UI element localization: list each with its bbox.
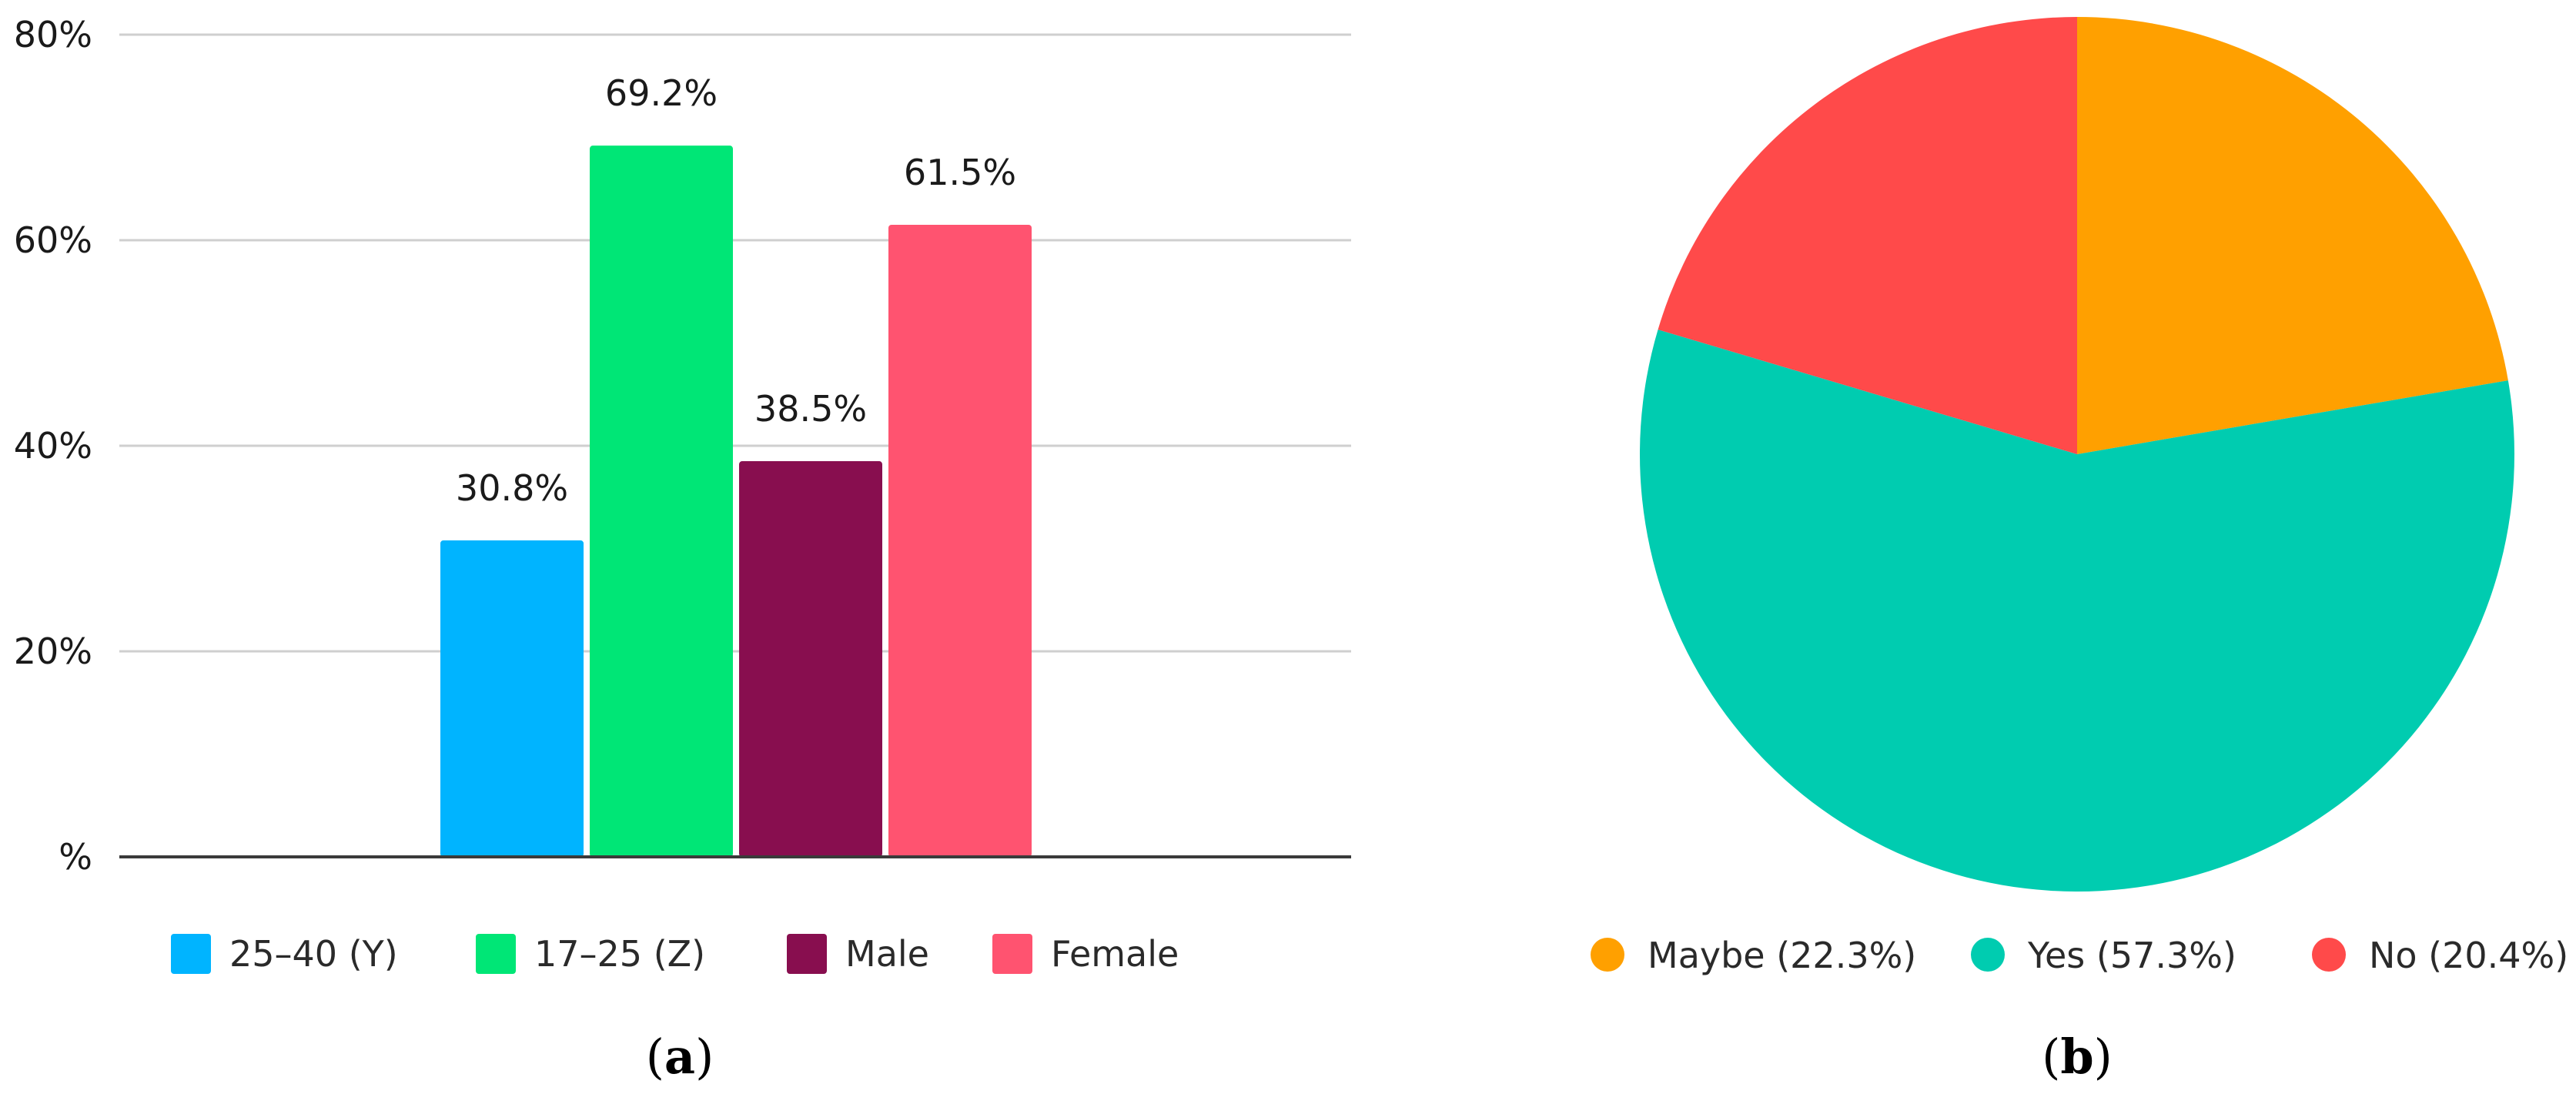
pie-slice-maybe <box>2077 17 2508 454</box>
legend-label: Yes (57.3%) <box>2027 935 2236 976</box>
legend-item-female: Female <box>992 933 1179 975</box>
legend-label: 17–25 (Z) <box>534 933 705 975</box>
legend-label: No (20.4%) <box>2369 935 2568 976</box>
y-tick-label: 20% <box>14 631 92 672</box>
data-label-male: 38.5% <box>754 388 867 430</box>
data-label-17-25-z: 69.2% <box>605 72 718 114</box>
legend-swatch <box>171 934 211 974</box>
bar-chart-data-labels: 30.8% 69.2% 38.5% 61.5% <box>456 72 1016 509</box>
legend-label: Female <box>1051 933 1179 975</box>
data-label-female: 61.5% <box>904 152 1016 193</box>
legend-item-25-40-y: 25–40 (Y) <box>171 933 398 975</box>
legend-item-no: No (20.4%) <box>2312 935 2568 976</box>
y-tick-label: 80% <box>14 14 92 55</box>
legend-marker <box>2312 938 2346 972</box>
legend-item-yes: Yes (57.3%) <box>1971 935 2236 976</box>
pie-chart-slices <box>1640 17 2514 892</box>
bar-17-25-z <box>590 146 733 857</box>
pie-slice-no <box>1658 17 2077 454</box>
pie-chart: Maybe (22.3%) Yes (57.3%) No (20.4%) (b) <box>1591 17 2568 1085</box>
bar-chart-bars <box>440 146 1032 858</box>
legend-label: 25–40 (Y) <box>229 933 398 975</box>
pie-slice-yes <box>1640 330 2514 892</box>
legend-item-male: Male <box>787 933 929 975</box>
legend-marker <box>1591 938 1624 972</box>
legend-item-maybe: Maybe (22.3%) <box>1591 935 1916 976</box>
y-tick-label: 60% <box>14 219 92 261</box>
caption-b: (b) <box>2042 1029 2113 1085</box>
bar-chart-y-tick-labels: % 20% 40% 60% 80% <box>14 14 92 878</box>
legend-label: Maybe (22.3%) <box>1648 935 1916 976</box>
data-label-25-40-y: 30.8% <box>456 467 568 509</box>
legend-item-17-25-z: 17–25 (Z) <box>476 933 705 975</box>
bar-25-40-y <box>440 540 584 857</box>
legend-swatch <box>992 934 1032 974</box>
bar-chart-legend: 25–40 (Y) 17–25 (Z) Male Female <box>171 933 1179 975</box>
legend-marker <box>1971 938 2005 972</box>
bar-female <box>888 224 1032 858</box>
y-tick-label: 40% <box>14 425 92 467</box>
bar-chart: % 20% 40% 60% 80% 30.8% 69.2% 38.5% 61.5% 25–40… <box>14 14 1351 1085</box>
caption-a: (a) <box>646 1029 714 1085</box>
legend-swatch <box>476 934 516 974</box>
legend-swatch <box>787 934 827 974</box>
legend-label: Male <box>845 933 929 975</box>
pie-chart-legend: Maybe (22.3%) Yes (57.3%) No (20.4%) <box>1591 935 2568 976</box>
bar-male <box>739 461 882 857</box>
y-tick-label: % <box>59 836 92 878</box>
bar-chart-gridlines <box>119 33 1351 653</box>
